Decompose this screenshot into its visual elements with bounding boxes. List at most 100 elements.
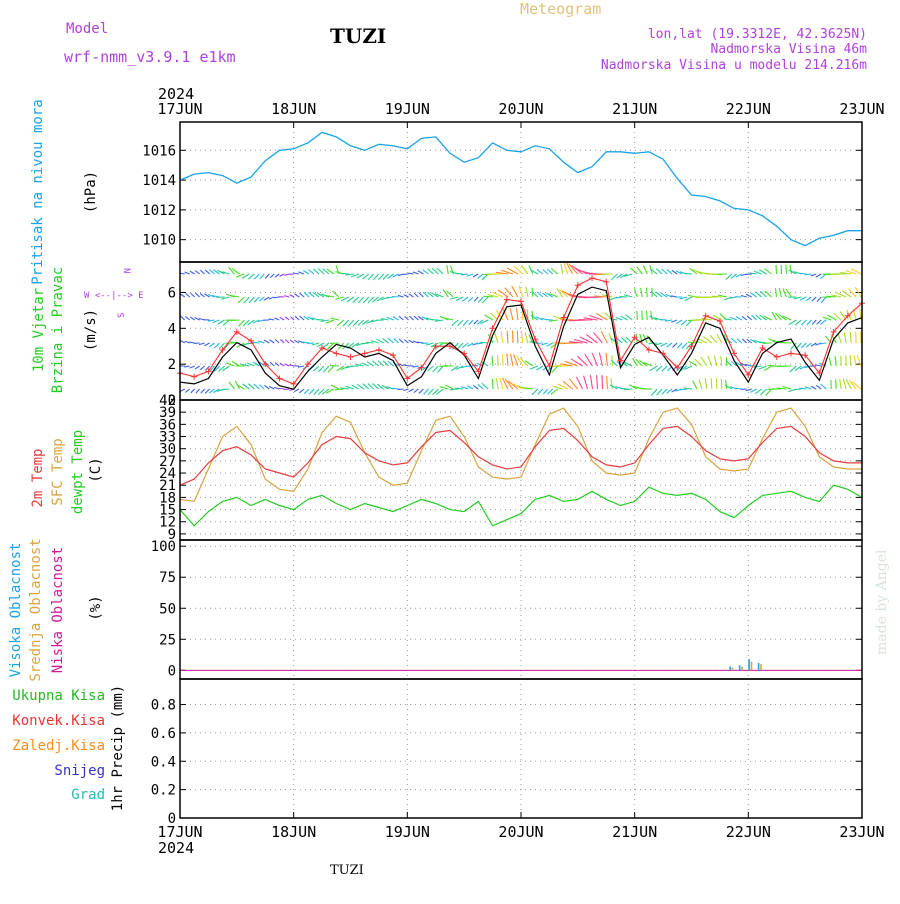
y-tick-label: 50 — [159, 601, 176, 617]
wind-arrow — [799, 273, 806, 274]
wind-arrow — [200, 270, 204, 274]
wind-arrow — [185, 272, 190, 274]
wind-arrow — [340, 273, 349, 274]
wind-arrow — [260, 274, 264, 279]
wind-arrow — [844, 332, 846, 343]
wind-arrow — [538, 389, 543, 395]
wind-arrow — [601, 331, 607, 343]
wind-arrow — [643, 265, 647, 274]
wind-arrow — [413, 366, 419, 367]
wind-arrow — [731, 338, 736, 343]
x-tick-label-top: 20JUN — [498, 100, 543, 118]
wind-arrow — [485, 315, 493, 320]
wind-arrow — [742, 339, 746, 343]
wind-arrow — [254, 384, 259, 389]
wind-arrow — [507, 354, 508, 366]
wind-arrow — [325, 295, 334, 297]
wind-arrow — [651, 311, 653, 320]
wind-arrow — [424, 389, 429, 394]
wind-arrow — [195, 366, 200, 369]
wind-arrow — [775, 288, 776, 297]
wind-arrow — [254, 297, 259, 302]
wind-arrow — [204, 343, 209, 346]
wind-arrow — [200, 366, 204, 370]
wind-arrow — [630, 268, 637, 274]
wind-arrow — [699, 379, 702, 389]
precip-legend-item: Grad — [71, 787, 105, 803]
x-tick-label-top: 18JUN — [271, 100, 316, 118]
wind-arrow — [806, 343, 811, 347]
wind-arrow — [543, 270, 548, 274]
x-tick-label-top: 22JUN — [726, 100, 771, 118]
wind-arrow — [501, 332, 503, 343]
wind-arrow — [405, 316, 409, 320]
wind-arrow — [196, 389, 200, 393]
wind-arrow — [285, 364, 290, 366]
wind-arrow — [294, 389, 299, 392]
wind-arrow — [205, 270, 209, 274]
wind-arrow — [766, 389, 772, 395]
wind-arrow — [409, 316, 413, 320]
wind-arrow — [637, 267, 643, 274]
wind-arrow — [414, 293, 418, 297]
wind-arrow — [474, 297, 478, 301]
x-tick-label-bottom: 18JUN — [271, 823, 316, 841]
wind-arrow — [269, 297, 274, 299]
wind-arrow — [507, 331, 508, 343]
wind-arrow — [414, 316, 418, 320]
wind-arrow — [662, 366, 667, 371]
wind-arrow — [201, 389, 205, 393]
y-tick-label: 2 — [168, 357, 176, 373]
wind-arrow — [801, 343, 806, 348]
wind-arrow — [721, 379, 722, 389]
wind-arrow — [462, 343, 468, 348]
wind-arrow — [304, 389, 309, 394]
wind-arrow — [447, 265, 448, 274]
wind-arrow — [254, 274, 259, 279]
footer-location: TUZI — [330, 863, 364, 878]
wind-arrow — [284, 274, 289, 275]
wind-arrow — [827, 296, 837, 297]
cloud-bar — [748, 659, 750, 670]
wind-arrow — [811, 386, 816, 389]
x-tick-label-bottom: 23JUN — [839, 823, 884, 841]
wind-gust-marker — [760, 345, 766, 351]
wind-arrow — [418, 271, 423, 274]
wind-arrow — [651, 389, 657, 395]
wind-arrow — [607, 376, 608, 389]
wind-arrow — [480, 342, 489, 343]
wind-arrow — [532, 389, 538, 395]
wind-arrow — [280, 339, 284, 343]
precip-ylabel: 1hr Precip (mm) — [110, 685, 126, 811]
wind-arrow — [846, 379, 851, 389]
wind-ylabel-line2: Brzina i Pravac — [50, 267, 66, 393]
wind-gust-marker — [774, 354, 780, 360]
wind-arrow — [244, 297, 250, 303]
wind-arrow — [414, 389, 419, 393]
wind-arrow — [736, 317, 742, 320]
wind-arrow — [275, 340, 279, 343]
wind-arrow — [552, 366, 558, 373]
wind-arrow — [398, 295, 404, 297]
wind-arrow — [524, 388, 533, 389]
wind-arrow — [180, 294, 185, 297]
wind-arrow — [510, 308, 513, 320]
wind-arrow — [309, 389, 314, 394]
wind-arrow — [657, 389, 662, 395]
wind-arrow — [313, 269, 319, 274]
wind-arrow — [190, 317, 194, 320]
wind-arrow — [450, 389, 458, 390]
watermark: made by Angel — [874, 549, 890, 655]
wind-arrow — [478, 274, 484, 279]
wind-arrow — [335, 297, 344, 299]
wind-arrow — [275, 274, 279, 277]
y-tick-label: 25 — [159, 632, 176, 648]
wind-arrow — [705, 378, 707, 389]
wind-arrow — [280, 274, 285, 276]
wind-arrow — [747, 316, 752, 320]
x-tick-label-top: 17JUN — [157, 100, 202, 118]
wind-arrow — [840, 379, 841, 389]
wind-gust-marker — [376, 347, 382, 353]
wind-arrow — [458, 343, 464, 349]
wind-arrow — [195, 271, 199, 274]
